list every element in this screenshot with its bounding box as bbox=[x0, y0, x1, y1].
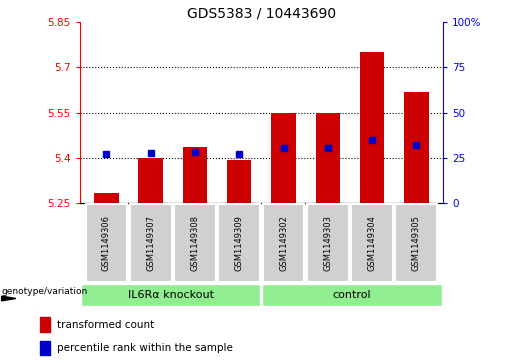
FancyBboxPatch shape bbox=[81, 284, 261, 306]
Bar bbox=[271, 113, 296, 203]
Text: GSM1149302: GSM1149302 bbox=[279, 215, 288, 271]
Polygon shape bbox=[2, 296, 16, 301]
Text: GSM1149304: GSM1149304 bbox=[368, 215, 376, 271]
FancyBboxPatch shape bbox=[396, 204, 437, 282]
FancyBboxPatch shape bbox=[263, 204, 304, 282]
Bar bbox=[316, 113, 340, 203]
Bar bbox=[227, 160, 251, 203]
Text: genotype/variation: genotype/variation bbox=[2, 287, 88, 296]
Text: GSM1149303: GSM1149303 bbox=[323, 215, 332, 271]
Title: GDS5383 / 10443690: GDS5383 / 10443690 bbox=[187, 7, 336, 21]
FancyBboxPatch shape bbox=[218, 204, 260, 282]
FancyBboxPatch shape bbox=[130, 204, 171, 282]
Text: percentile rank within the sample: percentile rank within the sample bbox=[57, 343, 233, 353]
Text: transformed count: transformed count bbox=[57, 319, 154, 330]
FancyBboxPatch shape bbox=[351, 204, 393, 282]
Text: GSM1149307: GSM1149307 bbox=[146, 215, 155, 271]
Bar bbox=[360, 52, 384, 203]
Bar bbox=[40, 341, 50, 355]
Bar bbox=[183, 147, 207, 203]
Text: GSM1149308: GSM1149308 bbox=[191, 215, 199, 271]
Bar bbox=[139, 158, 163, 203]
Text: IL6Rα knockout: IL6Rα knockout bbox=[128, 290, 214, 300]
Text: GSM1149305: GSM1149305 bbox=[412, 215, 421, 271]
FancyBboxPatch shape bbox=[307, 204, 349, 282]
Text: control: control bbox=[333, 290, 371, 300]
Bar bbox=[404, 92, 428, 203]
Text: GSM1149309: GSM1149309 bbox=[235, 215, 244, 271]
Bar bbox=[94, 193, 118, 203]
FancyBboxPatch shape bbox=[262, 284, 442, 306]
Text: GSM1149306: GSM1149306 bbox=[102, 215, 111, 271]
FancyBboxPatch shape bbox=[174, 204, 216, 282]
FancyBboxPatch shape bbox=[85, 204, 127, 282]
Bar bbox=[40, 318, 50, 332]
